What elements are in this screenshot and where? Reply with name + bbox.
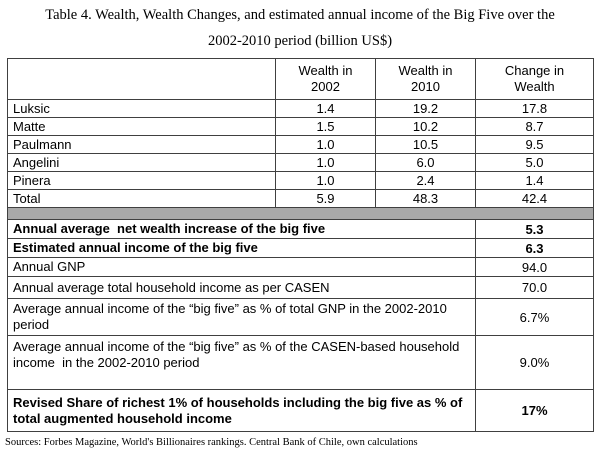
- row-label: Pinera: [7, 171, 276, 190]
- header-row: Wealth in 2002 Wealth in 2010 Change in …: [7, 58, 594, 100]
- summary-row-estimated-annual-income: Estimated annual income of the big five …: [7, 238, 594, 258]
- wealth-2002-cell: 1.0: [275, 171, 376, 190]
- col-header-wealth-2002: Wealth in 2002: [275, 58, 376, 100]
- change-in-wealth-cell: 8.7: [475, 117, 594, 136]
- table-row-total: Total 5.9 48.3 42.4: [7, 189, 594, 208]
- col-header-change-in-wealth: Change in Wealth: [475, 58, 594, 100]
- wealth-2002-cell: 1.5: [275, 117, 376, 136]
- change-in-wealth-cell: 1.4: [475, 171, 594, 190]
- summary-value: 6.7%: [475, 298, 594, 336]
- summary-row-annual-gnp: Annual GNP 94.0: [7, 257, 594, 277]
- summary-row-pct-of-gnp: Average annual income of the “big five” …: [7, 298, 594, 336]
- summary-value: 70.0: [475, 276, 594, 299]
- summary-label: Estimated annual income of the big five: [7, 238, 476, 258]
- change-in-wealth-cell: 17.8: [475, 99, 594, 118]
- summary-label: Annual average total household income as…: [7, 276, 476, 299]
- change-in-wealth-cell: 9.5: [475, 135, 594, 154]
- wealth-2010-cell: 2.4: [375, 171, 476, 190]
- row-label: Matte: [7, 117, 276, 136]
- table-row-angelini: Angelini 1.0 6.0 5.0: [7, 153, 594, 172]
- change-in-wealth-cell: 5.0: [475, 153, 594, 172]
- change-in-wealth-cell: 42.4: [475, 189, 594, 208]
- wealth-2010-cell: 10.5: [375, 135, 476, 154]
- summary-row-pct-of-casen-income: Average annual income of the “big five” …: [7, 335, 594, 390]
- separator-bar: [7, 207, 594, 220]
- summary-label: Revised Share of richest 1% of household…: [7, 389, 476, 432]
- page-title-line2: 2002-2010 period (billion US$): [207, 33, 393, 49]
- summary-row-casen-household-income: Annual average total household income as…: [7, 276, 594, 299]
- row-label: Angelini: [7, 153, 276, 172]
- row-label: Paulmann: [7, 135, 276, 154]
- page-title: Table 4. Wealth, Wealth Changes, and est…: [0, 0, 600, 54]
- summary-label: Annual GNP: [7, 257, 476, 277]
- table-row-paulmann: Paulmann 1.0 10.5 9.5: [7, 135, 594, 154]
- wealth-2002-cell: 1.0: [275, 153, 376, 172]
- summary-label: Annual average net wealth increase of th…: [7, 219, 476, 239]
- wealth-table: Wealth in 2002 Wealth in 2010 Change in …: [7, 58, 594, 432]
- summary-label: Average annual income of the “big five” …: [7, 335, 476, 390]
- summary-value: 5.3: [475, 219, 594, 239]
- summary-value: 9.0%: [475, 335, 594, 390]
- wealth-2010-cell: 48.3: [375, 189, 476, 208]
- page-title-line1: Table 4. Wealth, Wealth Changes, and est…: [45, 7, 555, 23]
- summary-label: Average annual income of the “big five” …: [7, 298, 476, 336]
- summary-value: 17%: [475, 389, 594, 432]
- table-row-matte: Matte 1.5 10.2 8.7: [7, 117, 594, 136]
- separator-bar-fill: [7, 207, 594, 220]
- table-row-pinera: Pinera 1.0 2.4 1.4: [7, 171, 594, 190]
- summary-row-net-wealth-increase: Annual average net wealth increase of th…: [7, 219, 594, 239]
- row-label: Luksic: [7, 99, 276, 118]
- table-row-luksic: Luksic 1.4 19.2 17.8: [7, 99, 594, 118]
- wealth-2010-cell: 19.2: [375, 99, 476, 118]
- wealth-2002-cell: 5.9: [275, 189, 376, 208]
- wealth-2010-cell: 6.0: [375, 153, 476, 172]
- summary-value: 94.0: [475, 257, 594, 277]
- sources-note: Sources: Forbes Magazine, World's Billio…: [5, 437, 418, 448]
- wealth-2010-cell: 10.2: [375, 117, 476, 136]
- wealth-2002-cell: 1.0: [275, 135, 376, 154]
- summary-value: 6.3: [475, 238, 594, 258]
- wealth-2002-cell: 1.4: [275, 99, 376, 118]
- row-label: Total: [7, 189, 276, 208]
- summary-row-revised-share-richest-1pct: Revised Share of richest 1% of household…: [7, 389, 594, 432]
- col-header-empty: [7, 58, 276, 100]
- col-header-wealth-2010: Wealth in 2010: [375, 58, 476, 100]
